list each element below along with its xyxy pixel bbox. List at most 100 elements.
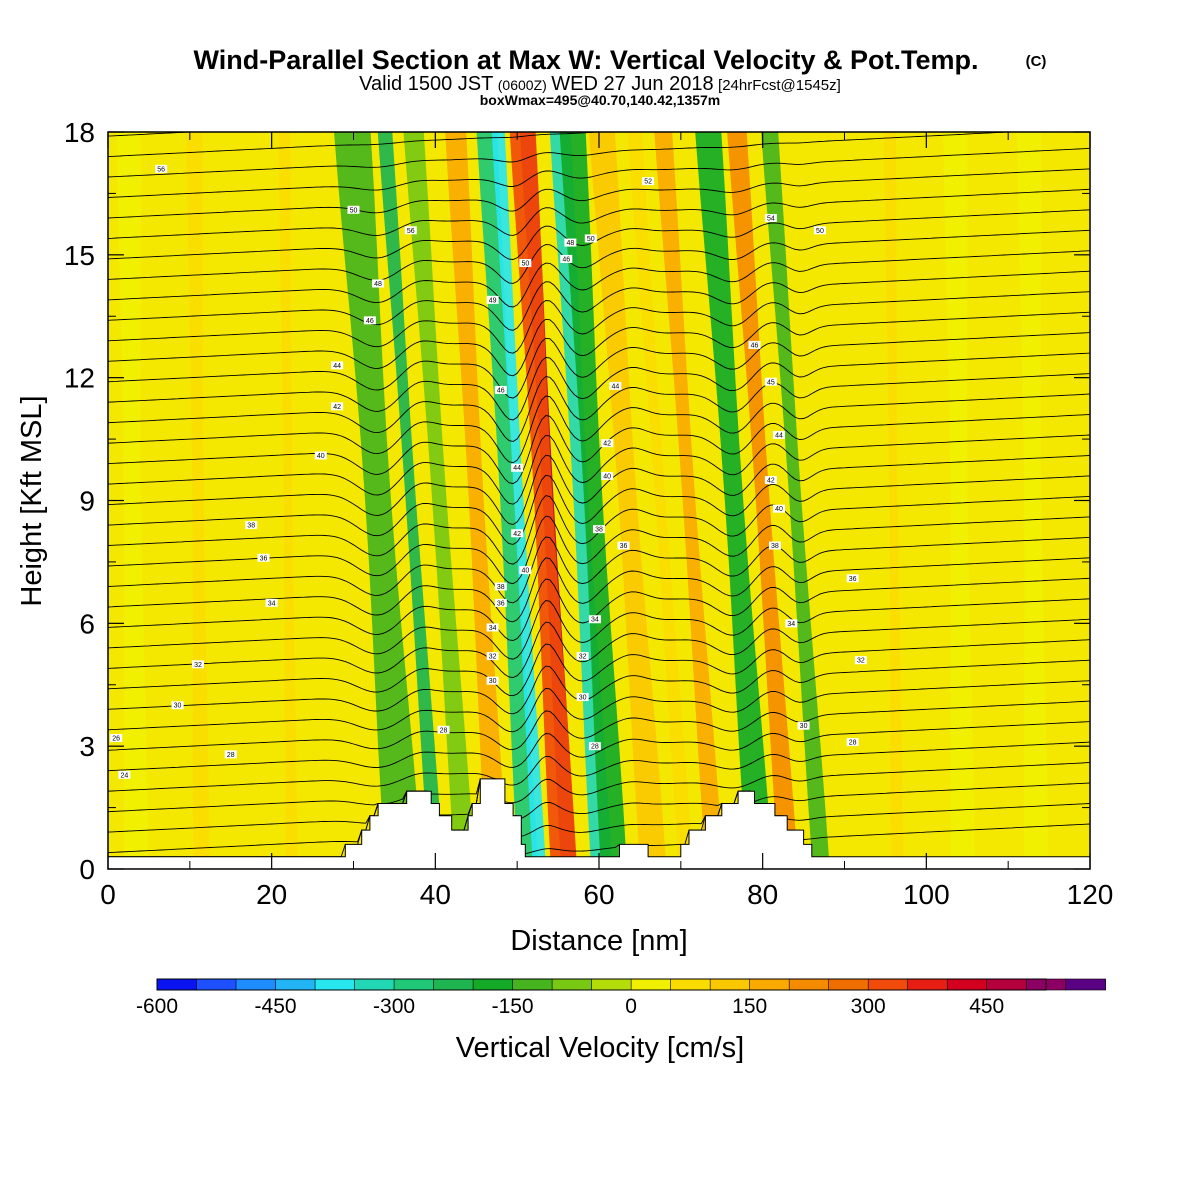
theta-contour-32 [108,639,1090,697]
contour-label-21: 40 [521,568,529,575]
contour-label-bg-12 [372,279,385,288]
theta-contour-35 [108,577,1090,641]
colorbar-swatch-3 [275,978,316,991]
contour-label-40: 52 [644,179,652,186]
contour-label-bg-53 [846,738,859,747]
contour-label-bg-41 [764,213,777,222]
x-tick-label-20: 20 [256,879,287,910]
contour-label-18: 46 [497,387,505,394]
velocity-band-20 [1016,132,1049,869]
colorbar-swatch-8 [472,978,514,991]
contour-label-bg-45 [773,430,786,439]
y-tick-label-15: 15 [64,240,95,271]
contour-label-bg-8 [314,451,327,460]
y-tick-label-18: 18 [64,117,95,148]
colorbar-swatch-16 [788,978,830,991]
x-tick-label-0: 0 [100,879,116,910]
contour-label-36: 34 [591,617,599,624]
contour-label-bg-30 [584,234,597,243]
contour-label-bg-46 [764,476,777,485]
colorbar-swatch-17 [828,978,869,991]
contour-label-bg-24 [486,623,499,632]
contour-label-17: 49 [489,297,497,304]
x-tick-label-120: 120 [1067,879,1114,910]
contour-label-48: 38 [771,543,779,550]
theta-contour-45 [108,373,1090,442]
colorbar-frame [156,978,1047,991]
contour-label-45: 44 [775,432,783,439]
contour-label-bg-20 [511,529,524,538]
colorbar-swatch-4 [314,978,356,991]
colorbar-swatch-5 [354,978,395,991]
contour-label-19: 44 [513,465,521,472]
theta-contour-54 [108,188,1090,239]
theta-contour-27 [108,741,1090,792]
colorbar-tick-label-1: -450 [255,995,297,1018]
velocity-band-3 [445,132,508,869]
chart-subtitle-line2: boxWmax=495@40.70,140.42,1357m [480,92,721,108]
theta-contours [108,132,1090,858]
velocity-band-7 [509,132,578,869]
contour-label-14: 56 [157,166,165,173]
theta-contour-40 [108,474,1090,545]
contour-label-41: 54 [767,215,775,222]
chart-title-suffix: (C) [1026,53,1047,70]
x-tick-label-100: 100 [903,879,950,910]
contour-label-25: 32 [489,654,497,661]
theta-contour-43 [108,414,1090,485]
y-tick-label-3: 3 [79,731,95,762]
velocity-band-18 [883,132,904,869]
theta-contour-38 [108,515,1090,585]
contour-label-bg-32 [601,439,614,448]
y-tick-label-6: 6 [79,608,95,639]
velocity-band-1 [377,132,444,869]
colorbar-tick-label-6: 300 [851,995,886,1018]
theta-contour-51 [108,250,1090,308]
contour-label-bg-9 [331,402,344,411]
x-tick-label-80: 80 [747,879,778,910]
contour-label-bg-31 [609,381,622,390]
theta-contour-36 [108,557,1090,623]
contour-label-bg-14 [155,164,168,173]
contour-label-38: 30 [579,695,587,702]
theta-contour-52 [108,229,1090,284]
contour-label-0: 26 [112,735,120,742]
contour-label-42: 50 [816,228,824,235]
contour-label-bg-5 [265,598,278,607]
theta-contour-37 [108,536,1090,604]
contour-label-12: 48 [374,281,382,288]
contour-label-50: 34 [787,621,795,628]
terrain [108,778,1090,869]
contour-label-bg-51 [854,656,867,665]
contour-label-bg-49 [846,574,859,583]
contour-label-46: 42 [767,478,775,485]
contour-label-bg-36 [588,615,601,624]
colorbar-tick-label-3: -150 [492,995,534,1018]
velocity-band-2 [403,132,476,869]
colorbar-swatch-10 [551,978,593,991]
velocity-band-16 [278,132,298,869]
contour-label-5: 34 [268,600,276,607]
contour-label-9: 42 [333,404,341,411]
contour-label-bg-44 [764,377,777,386]
theta-contour-55 [108,168,1090,219]
contour-label-32: 42 [603,441,611,448]
contour-label-8: 40 [317,453,325,460]
contour-label-47: 40 [775,506,783,513]
contour-label-bg-13 [347,205,360,214]
contour-label-52: 30 [800,723,808,730]
y-tick-label-9: 9 [79,486,95,517]
colorbar-swatch-12 [630,978,672,991]
x-axis-label: Distance [nm] [510,925,687,957]
theta-contour-26 [108,762,1090,813]
colorbar-swatch-2 [235,978,277,991]
subtitle-valid-time: Valid 1500 JST [359,73,493,95]
contour-labels: 26 24 30 32 28 34 36 38 40 42 44 46 48 50 56 56 28 49 46 44… [110,164,867,779]
subtitle-utc-time: (0600Z) [498,77,547,93]
colorbar-swatch-6 [393,978,435,991]
contour-label-bg-42 [813,226,826,235]
contour-label-bg-48 [768,541,781,550]
contour-label-bg-3 [192,660,205,669]
theta-contour-44 [108,393,1090,464]
